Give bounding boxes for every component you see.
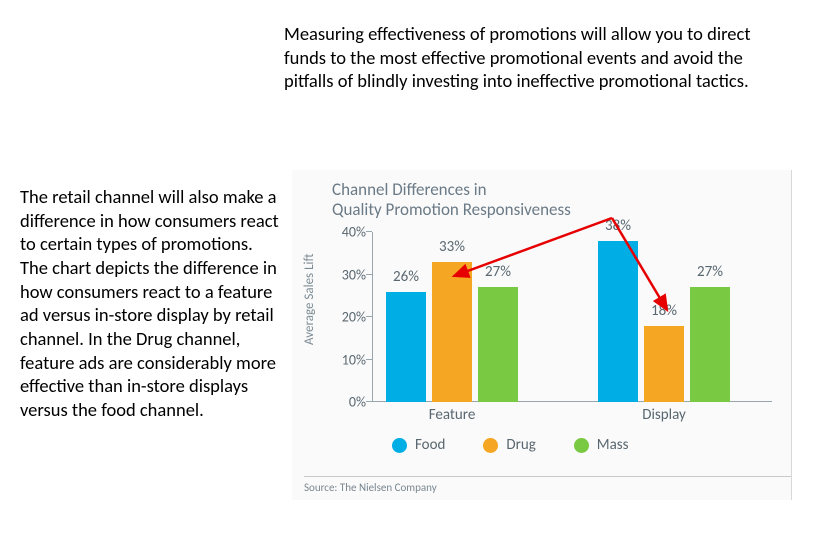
bar-label: 33% bbox=[439, 238, 465, 256]
bar-label: 27% bbox=[485, 263, 511, 281]
ytick-label: 10% bbox=[342, 351, 366, 368]
legend-item-mass: Mass bbox=[574, 436, 629, 454]
chart-container: Channel Differences in Quality Promotion… bbox=[292, 170, 792, 500]
bar-label: 26% bbox=[393, 268, 419, 286]
legend-item-food: Food bbox=[392, 436, 445, 454]
legend-label: Drug bbox=[506, 436, 535, 454]
ytick-mark bbox=[366, 231, 372, 232]
side-paragraph: The retail channel will also make a diff… bbox=[20, 185, 280, 422]
legend-item-drug: Drug bbox=[483, 436, 535, 454]
legend-label: Food bbox=[415, 436, 445, 454]
y-axis-label: Average Sales Lift bbox=[302, 253, 317, 345]
ytick-mark bbox=[366, 316, 372, 317]
bar-display-drug: 18% bbox=[644, 326, 684, 403]
ytick-label: 40% bbox=[342, 224, 366, 241]
legend-dot bbox=[392, 438, 407, 453]
bar-feature-food: 26% bbox=[386, 292, 426, 403]
plot-area: 0%10%20%30%40%26%33%27%38%18%27% bbox=[372, 232, 772, 402]
bar-feature-drug: 33% bbox=[432, 262, 472, 402]
chart-title-line2: Quality Promotion Responsiveness bbox=[332, 199, 571, 220]
ytick-label: 20% bbox=[342, 309, 366, 326]
y-axis bbox=[372, 232, 373, 402]
ytick-mark bbox=[366, 401, 372, 402]
chart-title: Channel Differences in Quality Promotion… bbox=[332, 180, 571, 221]
bar-label: 27% bbox=[697, 263, 723, 281]
bar-label: 18% bbox=[651, 302, 677, 320]
bar-label: 38% bbox=[605, 217, 631, 235]
legend-label: Mass bbox=[597, 436, 629, 454]
ytick-label: 0% bbox=[349, 394, 366, 411]
bar-display-mass: 27% bbox=[690, 287, 730, 402]
chart-title-line1: Channel Differences in bbox=[332, 179, 487, 200]
bar-display-food: 38% bbox=[598, 241, 638, 403]
top-paragraph: Measuring effectiveness of promotions wi… bbox=[284, 22, 784, 93]
ytick-label: 30% bbox=[342, 266, 366, 283]
legend-dot bbox=[574, 438, 589, 453]
legend-dot bbox=[483, 438, 498, 453]
group-label-display: Display bbox=[642, 406, 686, 424]
bar-feature-mass: 27% bbox=[478, 287, 518, 402]
legend: Food Drug Mass bbox=[392, 436, 629, 454]
ytick-mark bbox=[366, 359, 372, 360]
chart-source: Source: The Nielsen Company bbox=[304, 476, 791, 494]
group-label-feature: Feature bbox=[429, 406, 476, 424]
ytick-mark bbox=[366, 274, 372, 275]
